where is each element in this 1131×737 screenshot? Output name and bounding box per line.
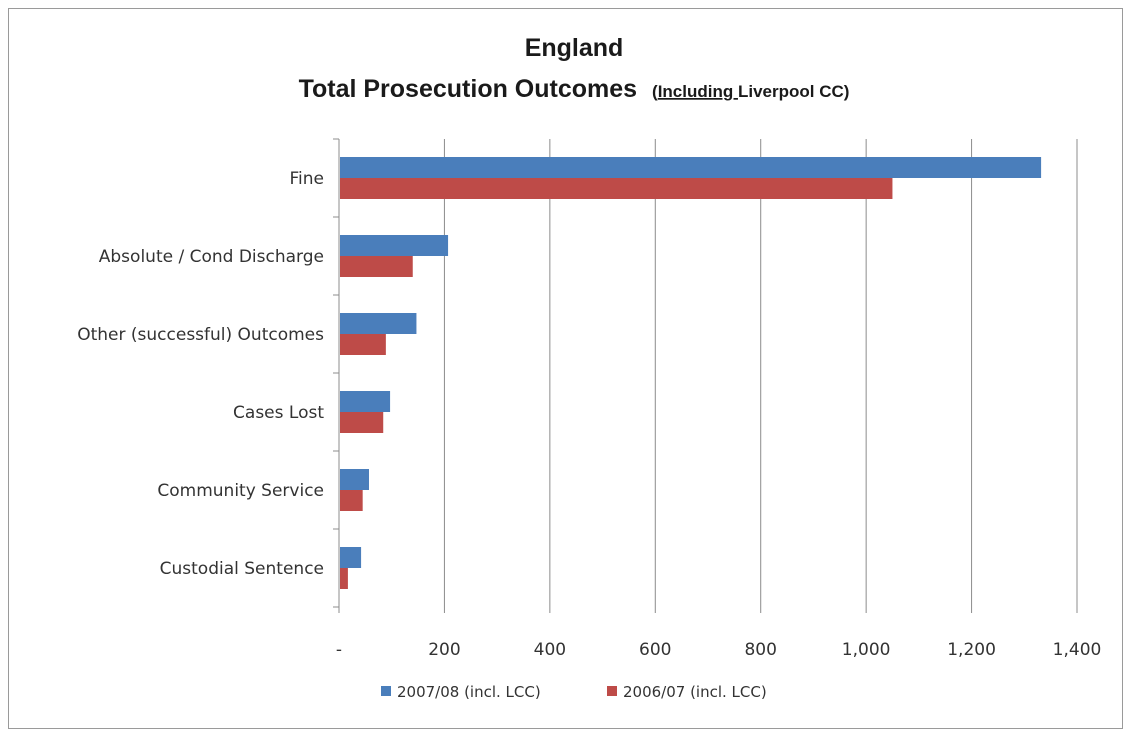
bar-series-2 [340, 256, 413, 277]
category-label: Absolute / Cond Discharge [99, 247, 324, 267]
category-labels: Fine Absolute / Cond Discharge Other (succ… [77, 169, 324, 579]
x-tick-label: 200 [428, 640, 460, 660]
x-tick-label: 600 [639, 640, 671, 660]
legend-swatch [607, 686, 617, 696]
x-tick-label: 1,400 [1053, 640, 1102, 660]
bar-series-1 [340, 157, 1042, 178]
axes [333, 138, 1078, 613]
bar-series-2 [340, 178, 893, 199]
category-label: Community Service [157, 481, 324, 501]
bar-series-2 [340, 568, 348, 589]
x-tick-label: 400 [534, 640, 566, 660]
x-tick-label: 1,000 [842, 640, 891, 660]
x-tick-labels: - 200 400 600 800 1,000 1,200 1,400 [336, 640, 1101, 660]
category-label: Other (successful) Outcomes [77, 325, 324, 345]
x-tick-label: 800 [744, 640, 776, 660]
chart-subtitle-underlined: Including [658, 82, 738, 101]
chart-frame: England Total Prosecution Outcomes (Incl… [8, 8, 1123, 729]
category-label: Custodial Sentence [160, 559, 324, 579]
x-tick-label: 1,200 [947, 640, 996, 660]
bar-series-2 [340, 490, 363, 511]
bar-series-1 [340, 235, 449, 256]
legend-label: 2007/08 (incl. LCC) [397, 683, 541, 701]
chart-subtitle-main: Total Prosecution Outcomes [299, 75, 637, 103]
bars [340, 157, 1042, 589]
x-tick-label: - [336, 640, 342, 660]
legend-swatch [381, 686, 391, 696]
category-label: Cases Lost [233, 403, 324, 423]
bar-series-1 [340, 391, 391, 412]
chart-subtitle: Total Prosecution Outcomes (Including Li… [299, 75, 850, 103]
chart-subtitle-paren: ( [652, 82, 658, 101]
bar-series-2 [340, 412, 384, 433]
bar-series-1 [340, 313, 417, 334]
legend-label: 2006/07 (incl. LCC) [623, 683, 767, 701]
legend: 2007/08 (incl. LCC) 2006/07 (incl. LCC) [381, 683, 767, 701]
prosecution-outcomes-chart: England Total Prosecution Outcomes (Incl… [77, 34, 1101, 701]
bar-series-2 [340, 334, 386, 355]
bar-series-1 [340, 547, 362, 568]
bar-series-1 [340, 469, 369, 490]
chart-title: England [525, 34, 624, 62]
gridlines [443, 139, 1078, 607]
chart-subtitle-rest: Liverpool CC) [738, 82, 849, 101]
category-label: Fine [290, 169, 325, 189]
